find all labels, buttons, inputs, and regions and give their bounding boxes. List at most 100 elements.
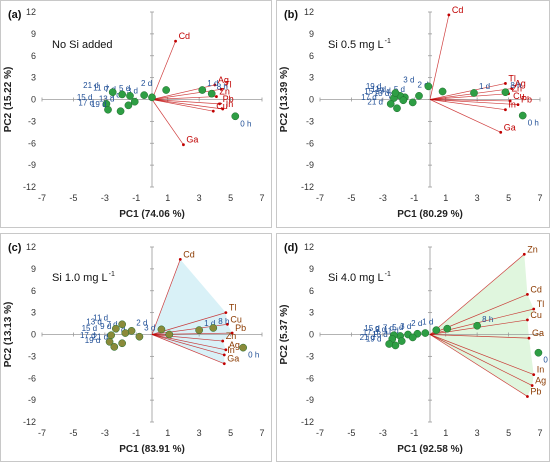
loading-label-cd: Cd	[183, 249, 195, 259]
x-tick-label: 7	[259, 193, 264, 203]
score-point	[108, 332, 115, 339]
y-tick-label: 6	[31, 51, 36, 61]
y-tick-label: -3	[28, 351, 36, 361]
loading-point-ga	[528, 337, 531, 340]
x-tick-label: 3	[197, 428, 202, 438]
x-tick-label: -1	[410, 428, 418, 438]
y-tick-label: 12	[304, 7, 314, 17]
score-label: 19 d	[366, 82, 382, 91]
y-tick-label: 6	[31, 286, 36, 296]
x-tick-label: -5	[347, 193, 355, 203]
score-point	[148, 94, 155, 101]
y-tick-label: 3	[309, 308, 314, 318]
y-tick-label: 12	[26, 242, 36, 252]
score-label: 2 d	[141, 79, 152, 88]
x-tick-label: -1	[410, 193, 418, 203]
loading-point-tl	[224, 311, 227, 314]
x-tick-label: 1	[165, 428, 170, 438]
x-tick-label: 5	[228, 193, 233, 203]
loading-point-in	[504, 108, 507, 111]
score-label: 0 h	[528, 119, 539, 128]
x-tick-label: -7	[38, 193, 46, 203]
condition-superscript: -1	[385, 271, 391, 278]
loading-label-pb: Pb	[521, 95, 532, 105]
loading-label-pb: Pb	[530, 386, 541, 396]
score-point	[474, 322, 481, 329]
score-point	[425, 83, 432, 90]
loading-label-cd: Cd	[530, 284, 542, 294]
x-tick-label: -5	[69, 428, 77, 438]
panel-label: (b)	[284, 9, 298, 21]
score-point	[386, 340, 393, 347]
score-point	[232, 113, 239, 120]
y-tick-label: 12	[304, 242, 314, 252]
score-point	[109, 89, 116, 96]
loading-point-cu	[212, 110, 215, 113]
y-tick-label: 6	[309, 286, 314, 296]
y-tick-label: -6	[28, 373, 36, 383]
score-label: 1 d	[479, 82, 490, 91]
x-tick-label: 7	[537, 428, 542, 438]
loading-point-ga	[499, 131, 502, 134]
score-point	[502, 89, 509, 96]
panel-label: (c)	[8, 242, 22, 254]
y-tick-label: -9	[306, 160, 314, 170]
score-point	[470, 89, 477, 96]
y-tick-label: 3	[31, 308, 36, 318]
score-label: 8 h	[510, 81, 521, 90]
loading-point-ga	[182, 143, 185, 146]
score-label: 3 d	[403, 75, 414, 84]
x-tick-label: -5	[347, 428, 355, 438]
x-tick-label: -3	[379, 428, 387, 438]
score-point	[158, 326, 165, 333]
score-label: 21 d	[93, 332, 109, 341]
y-tick-label: -12	[301, 182, 314, 192]
score-point	[400, 97, 407, 104]
condition-superscript: -1	[109, 271, 115, 278]
score-point	[199, 86, 206, 93]
loading-label-ag: Ag	[535, 376, 546, 386]
y-tick-label: 9	[309, 264, 314, 274]
y-tick-label: -3	[306, 351, 314, 361]
x-tick-label: 5	[506, 193, 511, 203]
loading-point-pb	[517, 103, 520, 106]
score-point	[519, 112, 526, 119]
score-point	[119, 321, 126, 328]
x-tick-label: -1	[132, 193, 140, 203]
loading-point-tl	[504, 82, 507, 85]
loading-label-tl: Tl	[537, 299, 545, 309]
panel-label: (d)	[284, 242, 298, 254]
score-point	[111, 343, 118, 350]
score-point	[535, 349, 542, 356]
score-point	[409, 334, 416, 341]
x-tick-label: -3	[379, 193, 387, 203]
score-label: 8 h	[217, 83, 228, 92]
loading-label-cd: Cd	[179, 31, 191, 41]
score-label: 0 h	[543, 356, 550, 365]
y-tick-label: 0	[31, 95, 36, 105]
x-axis-label: PC1 (83.91 %)	[119, 444, 185, 455]
y-tick-label: 9	[31, 264, 36, 274]
score-point	[122, 329, 129, 336]
condition-label: Si 1.0 mg L	[52, 272, 108, 284]
x-axis-label: PC1 (92.58 %)	[397, 444, 463, 455]
score-point	[210, 324, 217, 331]
y-tick-label: -9	[306, 395, 314, 405]
x-tick-label: -3	[101, 428, 109, 438]
x-tick-label: 7	[537, 193, 542, 203]
y-tick-label: 9	[309, 29, 314, 39]
score-point	[117, 108, 124, 115]
y-tick-label: -9	[28, 395, 36, 405]
score-point	[240, 344, 247, 351]
score-point	[163, 86, 170, 93]
condition-label: Si 0.5 mg L	[328, 39, 384, 51]
loading-point-in	[223, 354, 226, 357]
score-point	[387, 100, 394, 107]
score-label: 21 d	[83, 81, 99, 90]
x-tick-label: 1	[165, 193, 170, 203]
loading-point-cd	[179, 258, 182, 261]
